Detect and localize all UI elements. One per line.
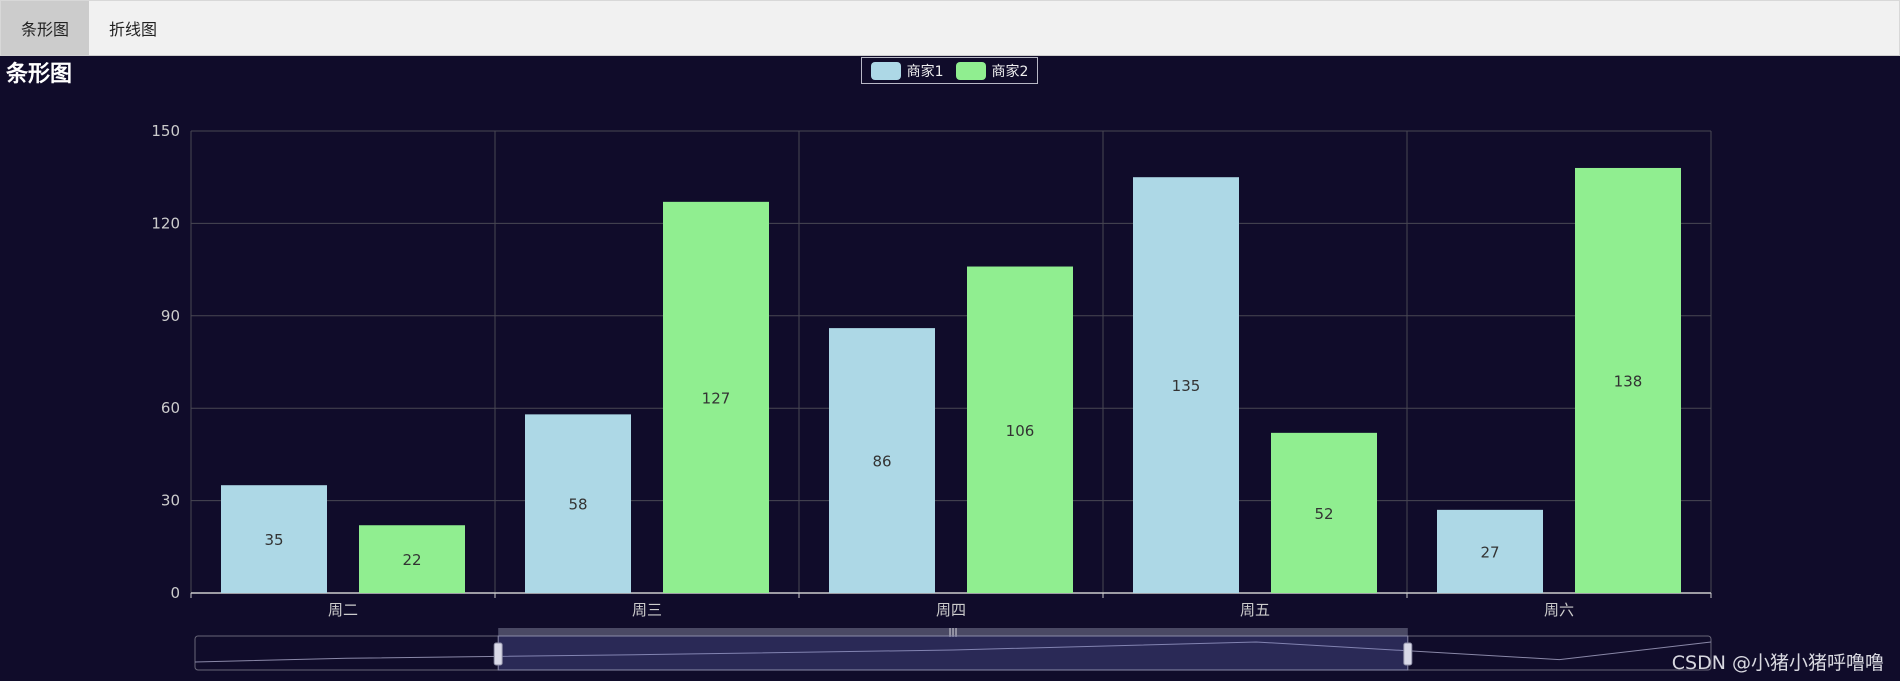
bar-value-label: 35	[264, 531, 283, 549]
y-tick-label: 150	[151, 122, 180, 140]
watermark: CSDN @小猪小猪呼噜噜	[1671, 652, 1884, 674]
legend-item-series2[interactable]: 商家2	[955, 61, 1029, 81]
y-tick-label: 30	[161, 492, 180, 510]
bar-value-label: 52	[1314, 505, 1333, 523]
x-tick-label: 周二	[328, 601, 358, 619]
zoom-grip-icon: |||	[948, 628, 957, 638]
legend-swatch-series1	[870, 61, 901, 80]
zoom-end-handle[interactable]	[1403, 642, 1413, 666]
bar-series1	[829, 328, 935, 593]
legend-item-series1[interactable]: 商家1	[870, 61, 944, 81]
tab-bar: 条形图 折线图	[0, 0, 1900, 56]
bar-series2	[663, 201, 769, 593]
zoom-overview-line	[194, 641, 1712, 663]
bar-series2	[1575, 167, 1681, 593]
legend-label-series1: 商家1	[906, 63, 944, 80]
bar-value-label: 135	[1172, 377, 1201, 395]
bar-value-label: 127	[702, 389, 731, 407]
bar-value-label: 138	[1614, 372, 1643, 390]
chart-title: 条形图	[6, 62, 73, 87]
x-tick-label: 周三	[632, 601, 662, 619]
tab-line-chart[interactable]: 折线图	[109, 20, 158, 39]
bar-series2	[359, 525, 465, 593]
bar-series2	[967, 266, 1073, 593]
bar-value-label: 86	[872, 453, 891, 471]
bar-series2	[1271, 432, 1377, 593]
bar-value-label: 27	[1480, 543, 1499, 561]
bar-value-label: 106	[1006, 422, 1035, 440]
x-tick-label: 周六	[1544, 601, 1574, 619]
zoom-move-handle	[498, 628, 1408, 636]
bar-series1	[221, 485, 327, 593]
x-tick-label: 周四	[936, 601, 966, 619]
y-tick-label: 120	[151, 214, 180, 232]
y-tick-label: 0	[170, 584, 180, 602]
x-tick-label: 周五	[1240, 601, 1270, 619]
chart-legend: 商家1 商家2	[861, 57, 1038, 84]
y-tick-label: 90	[161, 307, 180, 325]
legend-swatch-series2	[955, 61, 986, 80]
bar-series1	[1437, 509, 1543, 593]
bar-value-label: 58	[568, 496, 587, 514]
zoom-window[interactable]	[497, 635, 1409, 671]
y-tick-label: 60	[161, 399, 180, 417]
zoom-start-handle[interactable]	[493, 642, 503, 666]
legend-label-series2: 商家2	[991, 63, 1029, 80]
bar-series1	[525, 414, 631, 593]
bar-series1	[1133, 177, 1239, 593]
bar-value-label: 22	[402, 551, 421, 569]
tab-bar-chart[interactable]: 条形图	[1, 1, 90, 55]
